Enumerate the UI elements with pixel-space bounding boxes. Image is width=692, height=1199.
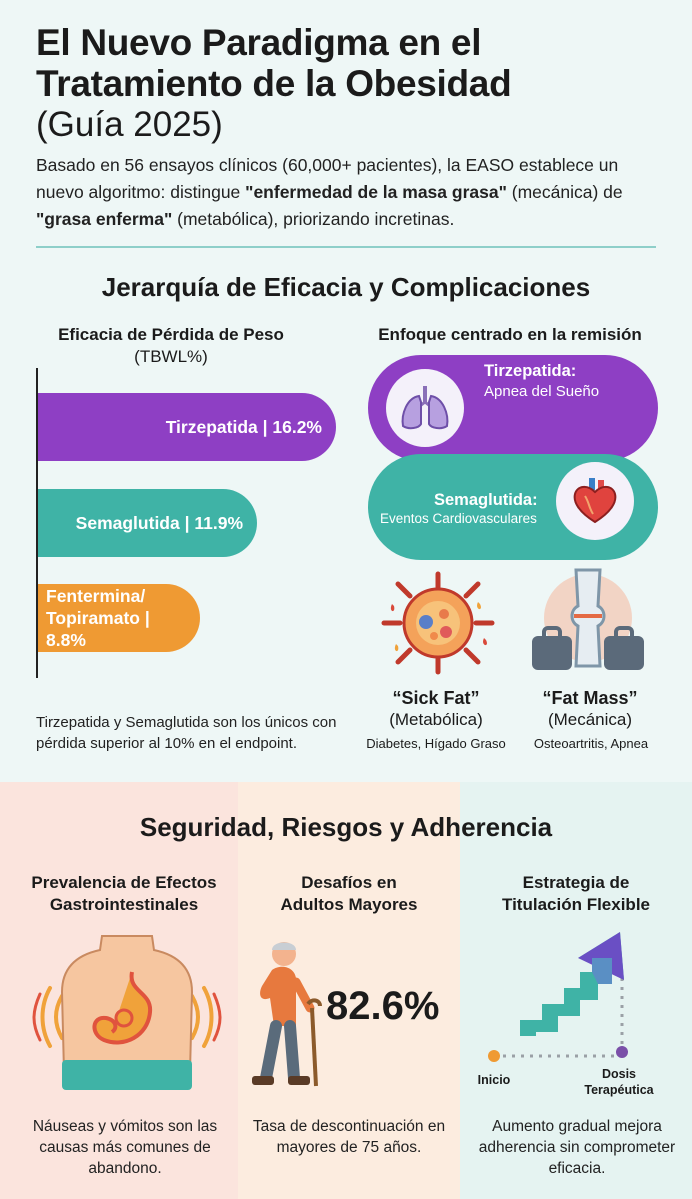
titration-start: Inicio <box>477 1073 511 1087</box>
efficacy-note: Tirzepatida y Semaglutida son los únicos… <box>36 714 337 752</box>
remission-drug: Tirzepatida: <box>484 362 577 380</box>
elderly-text: Tasa de descontinuación en mayores de 75… <box>252 1118 446 1156</box>
bar-label-line1: Fentermina/ <box>46 586 146 606</box>
fat-cell-icon <box>381 571 495 675</box>
elderly-title-line2: Adultos Mayores <box>280 895 418 914</box>
chart-title: Eficacia de Pérdida de Peso <box>58 325 284 344</box>
remission-drug: Semaglutida: <box>434 491 538 509</box>
fat-mass-examples: Osteoartritis, Apnea <box>533 736 649 751</box>
titration-title-line2: Titulación Flexible <box>502 895 650 914</box>
bar-label: Semaglutida | 11.9% <box>75 512 243 533</box>
sick-fat-kind: (Metabólica) <box>389 710 483 729</box>
step-arrow-icon <box>488 932 628 1062</box>
knee-weight-icon <box>532 568 644 670</box>
titration-end-line2: Terapéutica <box>584 1083 654 1097</box>
gi-text: Náuseas y vómitos son las causas más com… <box>32 1118 218 1177</box>
discontinuation-value: 82.6% <box>326 984 440 1028</box>
heart-icon <box>556 462 634 540</box>
fat-mass-kind: (Mecánica) <box>547 710 633 729</box>
titration-end-line1: Dosis <box>601 1067 637 1081</box>
intro-text: Basado en 56 ensayos clínicos (60,000+ p… <box>36 155 623 229</box>
titration-text: Aumento gradual mejora adherencia sin co… <box>478 1118 676 1177</box>
remission-focus: Apnea del Sueño <box>484 383 600 400</box>
gi-title-line1: Prevalencia de Efectos <box>31 873 217 892</box>
bar-label: Tirzepatida | 16.2% <box>165 416 322 437</box>
sick-fat-examples: Diabetes, Hígado Graso <box>366 736 506 751</box>
stomach-icon <box>32 935 222 1090</box>
remission-focus: Eventos Cardiovasculares <box>380 511 537 526</box>
remission-title: Enfoque centrado en la remisión <box>378 325 642 344</box>
divider <box>36 246 656 248</box>
elderly-title-line1: Desafíos en <box>301 873 397 892</box>
bar-semaglutida: Semaglutida | 11.9% <box>38 489 257 557</box>
bar-fentermina-topiramato: Fentermina/Topiramato | 8.8% <box>38 584 200 652</box>
chart-axis <box>36 368 38 678</box>
titration-title-line1: Estrategia de <box>522 873 630 892</box>
bar-tirzepatida: Tirzepatida | 16.2% <box>38 393 336 461</box>
fat-mass-label: “Fat Mass” <box>542 688 638 708</box>
gi-title-line2: Gastrointestinales <box>49 895 199 914</box>
lungs-icon <box>386 369 464 447</box>
section-heading-safety: Seguridad, Riesgos y Adherencia <box>139 812 553 842</box>
bar-label-line2: Topiramato | 8.8% <box>46 608 150 650</box>
page-title: El Nuevo Paradigma en el Tratamiento de … <box>36 22 512 144</box>
section-heading-efficacy: Jerarquía de Eficacia y Complicaciones <box>101 272 591 302</box>
sick-fat-label: “Sick Fat” <box>392 688 480 708</box>
elderly-person-icon <box>252 942 322 1087</box>
chart-subtitle: (TBWL%) <box>134 347 208 366</box>
